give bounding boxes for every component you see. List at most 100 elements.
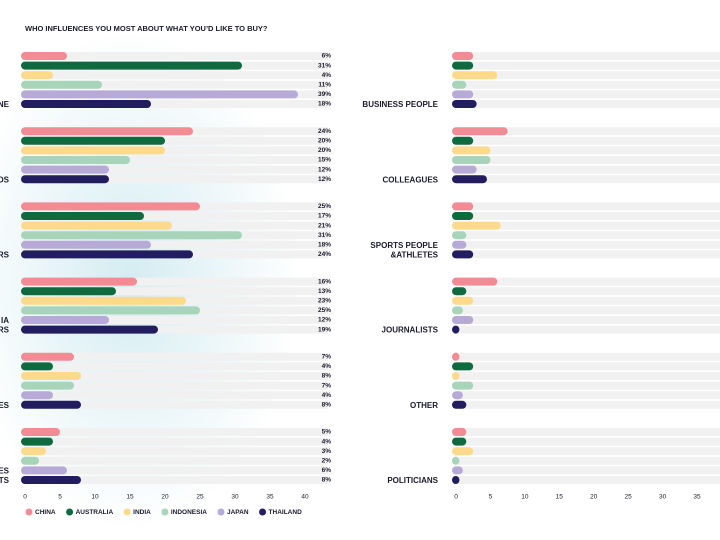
value-label: 6%	[322, 53, 332, 60]
value-label: 4%	[322, 392, 332, 399]
bar	[452, 100, 477, 108]
value-label: 19%	[318, 326, 331, 333]
bar-track	[456, 231, 720, 240]
bar-track	[25, 352, 328, 361]
bar-track	[456, 391, 720, 400]
bar	[21, 240, 151, 249]
category-label: OTHER	[410, 401, 438, 410]
value-label: 7%	[322, 382, 332, 389]
bar	[452, 277, 498, 286]
bar	[21, 372, 81, 380]
bar	[21, 277, 137, 286]
value-label: 24%	[318, 251, 331, 258]
category-label: POLITICIANS	[387, 476, 438, 485]
bar	[21, 136, 165, 145]
bar-track	[456, 381, 720, 390]
bar	[21, 352, 74, 361]
category-label: DS	[0, 175, 10, 184]
bar-track	[456, 90, 720, 99]
bar-track	[25, 391, 328, 400]
legend-swatch	[25, 508, 33, 516]
bar-track	[25, 456, 328, 465]
bar-track	[25, 71, 328, 80]
value-label: 18%	[318, 101, 331, 108]
bar-track	[456, 80, 720, 89]
value-label: 2%	[322, 458, 332, 465]
bar-track	[25, 165, 328, 174]
bar-track	[456, 175, 720, 184]
bar-track	[456, 250, 720, 259]
bar-track	[456, 287, 720, 296]
bar-track	[25, 325, 328, 334]
bar	[452, 221, 501, 230]
value-label: 12%	[318, 176, 331, 183]
value-label: 25%	[318, 307, 331, 314]
bar-track	[456, 362, 720, 371]
category-label: JOURNALISTS	[382, 326, 439, 335]
chart-title: WHO INFLUENCES YOU MOST ABOUT WHAT YOU’D…	[25, 24, 268, 33]
bar	[21, 100, 151, 108]
bar-track	[25, 156, 328, 164]
legend-label: AUSTRALIA	[76, 509, 114, 516]
legend-swatch	[123, 508, 131, 516]
bar-track	[25, 316, 328, 324]
bar	[21, 52, 67, 60]
value-label: 24%	[318, 128, 331, 135]
value-label: 4%	[322, 363, 332, 370]
bar	[21, 456, 39, 465]
x-tick-label: 10	[521, 494, 529, 501]
bar	[452, 381, 474, 390]
bar	[452, 250, 474, 259]
bar-track	[456, 61, 720, 70]
value-label: 12%	[318, 166, 331, 173]
category-label: COLLEAGUES	[382, 175, 438, 184]
value-label: 17%	[318, 213, 331, 220]
x-tick-label: 10	[91, 494, 99, 501]
bar-track	[456, 52, 720, 60]
value-label: 25%	[318, 203, 331, 210]
bar	[21, 316, 109, 324]
value-label: 8%	[322, 373, 332, 380]
legend-label: INDIA	[133, 509, 151, 516]
bar-track	[456, 202, 720, 211]
bar-track	[456, 316, 720, 324]
category-label: ES TS	[0, 467, 10, 486]
bar	[452, 428, 467, 436]
bar-track	[456, 437, 720, 446]
bar-track	[456, 306, 720, 315]
legend-swatch	[217, 508, 225, 516]
x-tick-label: 20	[590, 494, 598, 501]
bar	[452, 240, 467, 249]
bar	[452, 372, 460, 380]
x-tick-label: 35	[266, 494, 274, 501]
value-label: 12%	[318, 317, 331, 324]
bar-track	[25, 466, 328, 475]
bar	[452, 325, 460, 334]
bar	[452, 202, 474, 211]
bar-track	[25, 146, 328, 155]
bar-track	[456, 372, 720, 380]
value-label: 6%	[322, 467, 332, 474]
value-label: 39%	[318, 91, 331, 98]
bar-track	[456, 352, 720, 361]
value-label: 20%	[318, 138, 331, 145]
x-tick-label: 15	[126, 494, 134, 501]
bar-track	[456, 325, 720, 334]
bar	[452, 306, 463, 315]
value-label: 23%	[318, 298, 331, 305]
bar	[21, 175, 109, 184]
bar	[21, 306, 200, 315]
bar	[452, 456, 460, 465]
bar	[21, 466, 67, 475]
legend-label: JAPAN	[227, 509, 249, 516]
bar	[452, 136, 474, 145]
bar-track	[456, 100, 720, 108]
bar	[21, 156, 130, 164]
bar	[452, 52, 474, 60]
value-label: 7%	[322, 354, 332, 361]
value-label: 20%	[318, 147, 331, 154]
bar-track	[25, 381, 328, 390]
bar-track	[25, 287, 328, 296]
value-label: 4%	[322, 72, 332, 79]
bar-track	[456, 146, 720, 155]
